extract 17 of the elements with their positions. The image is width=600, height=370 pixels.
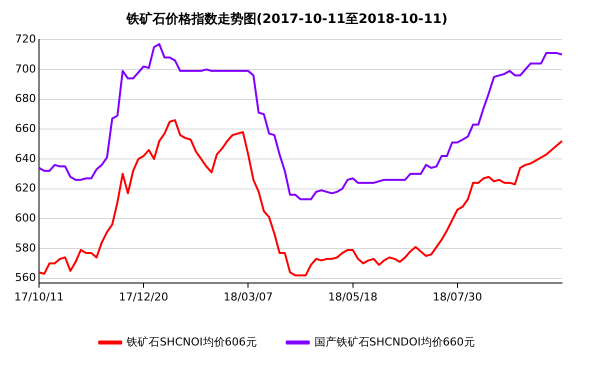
x-tick-label: 18/05/18 bbox=[328, 290, 378, 304]
legend-label: 铁矿石SHCNOI均价606元 bbox=[126, 335, 257, 348]
x-tick-label: 17/10/11 bbox=[14, 290, 64, 304]
x-tick-label: 17/12/20 bbox=[118, 290, 168, 304]
y-tick-label: 560 bbox=[14, 271, 36, 284]
y-tick-label: 620 bbox=[14, 182, 36, 195]
x-tick-label: 18/07/30 bbox=[432, 290, 482, 304]
x-tick-label: 18/03/07 bbox=[223, 290, 273, 304]
chart-title: 铁矿石价格指数走势图(2017-10-11至2018-10-11) bbox=[125, 11, 448, 28]
y-tick-label: 700 bbox=[14, 62, 36, 76]
y-tick-label: 640 bbox=[14, 152, 36, 165]
y-tick-label: 720 bbox=[14, 32, 36, 46]
y-tick-label: 660 bbox=[14, 122, 36, 135]
y-tick-label: 580 bbox=[14, 241, 36, 254]
y-tick-label: 600 bbox=[14, 212, 36, 224]
legend-label: 国产铁矿石SHCNDOI均价660元 bbox=[314, 335, 475, 348]
y-tick-label: 680 bbox=[14, 92, 36, 106]
